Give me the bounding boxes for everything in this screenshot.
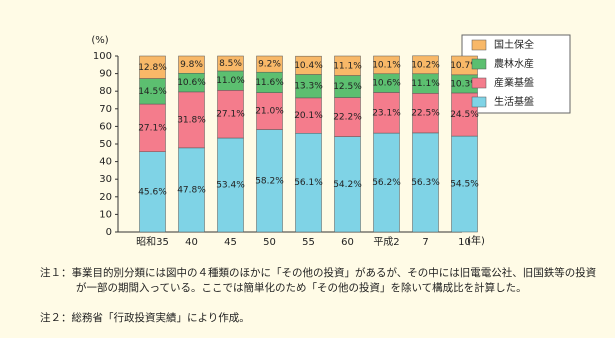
value-label: 12.5% — [333, 82, 362, 92]
value-label: 54.2% — [333, 180, 362, 190]
x-axis-label: (年) — [467, 234, 485, 247]
legend-label: 産業基盤 — [494, 76, 534, 89]
value-label: 10.6% — [177, 78, 206, 88]
bar-segment — [334, 55, 361, 76]
bar-segment — [373, 132, 400, 233]
value-label: 11.1% — [411, 79, 440, 89]
value-label: 47.8% — [177, 185, 206, 195]
value-label: 11.6% — [255, 78, 284, 88]
value-label: 53.4% — [216, 181, 245, 191]
value-label: 56.2% — [372, 178, 401, 188]
bar-segment — [451, 135, 478, 233]
value-label: 12.8% — [138, 63, 167, 73]
y-tick-label: 60 — [99, 121, 112, 132]
bar-segment — [217, 137, 244, 233]
legend-label: 国土保全 — [494, 38, 534, 51]
x-tick-label: 7 — [422, 237, 428, 248]
x-tick-label: 50 — [263, 237, 276, 248]
bar-segment — [139, 103, 166, 152]
x-tick-label: 昭和35 — [136, 236, 169, 248]
value-label: 10.1% — [372, 60, 401, 70]
bar-segment — [217, 90, 244, 139]
bar-segment — [178, 55, 205, 74]
bar-segment — [178, 91, 205, 149]
bar-segment — [412, 132, 439, 233]
value-label: 56.3% — [411, 178, 440, 188]
value-label: 8.5% — [219, 59, 242, 69]
value-label: 58.2% — [255, 176, 284, 186]
x-tick-label: 45 — [224, 237, 237, 248]
note: 注２：総務省「行政投資実績」により作成。 — [40, 312, 250, 324]
bar-segment — [256, 55, 283, 73]
chart: (%) (年) 0 10 20 30 40 50 60 70 80 90 100 昭和35 45.6% 2… — [91, 34, 571, 248]
x-tick-label: 55 — [302, 237, 315, 248]
y-tick-label: 0 — [106, 227, 112, 238]
bar-segment — [295, 133, 322, 233]
value-label: 27.1% — [138, 123, 167, 133]
y-tick-label: 10 — [99, 209, 112, 220]
value-label: 14.5% — [138, 87, 167, 97]
bar-segment — [217, 55, 244, 72]
bar-segment — [334, 136, 361, 233]
value-label: 21.0% — [255, 107, 284, 117]
bar-segment — [373, 55, 400, 75]
value-label: 54.5% — [450, 180, 479, 190]
y-tick-label: 80 — [99, 86, 112, 97]
y-tick-label: 20 — [99, 192, 112, 203]
value-label: 10.3% — [450, 79, 479, 89]
bar-segment — [412, 55, 439, 75]
bar-segment — [139, 78, 166, 105]
value-label: 45.6% — [138, 187, 167, 197]
x-tick-label: 10 — [458, 237, 471, 248]
y-tick-label: 100 — [93, 51, 112, 62]
value-label: 11.0% — [216, 76, 245, 86]
value-label: 9.2% — [258, 60, 281, 70]
value-label: 24.5% — [450, 110, 479, 120]
legend-swatch — [471, 96, 487, 108]
bar-segment — [295, 55, 322, 75]
value-label: 10.7% — [450, 61, 479, 71]
value-label: 22.5% — [411, 109, 440, 119]
y-tick-label: 40 — [99, 157, 112, 168]
legend-swatch — [471, 77, 487, 89]
bar-segment — [295, 97, 322, 134]
value-label: 56.1% — [294, 178, 323, 188]
bar-segment — [334, 97, 361, 137]
value-label: 20.1% — [294, 111, 323, 121]
bar-segment — [139, 55, 166, 79]
value-label: 22.2% — [333, 113, 362, 123]
bar-segment — [373, 92, 400, 134]
note: 注１：事業目的別分類には図中の４種類のほかに「その他の投資」があるが、その中には… — [40, 267, 597, 294]
value-label: 11.1% — [333, 61, 362, 71]
value-label: 9.8% — [180, 60, 203, 70]
legend-label: 生活基盤 — [494, 95, 534, 108]
value-label: 13.3% — [294, 82, 323, 92]
x-tick-label: 平成2 — [373, 236, 399, 248]
y-axis-label: (%) — [91, 35, 108, 46]
y-tick-label: 90 — [99, 69, 112, 80]
legend-label: 農林水産 — [494, 57, 534, 70]
value-label: 23.1% — [372, 108, 401, 118]
value-label: 31.8% — [177, 115, 206, 125]
y-tick-label: 50 — [99, 139, 112, 150]
value-label: 10.6% — [372, 79, 401, 89]
value-label: 27.1% — [216, 110, 245, 120]
y-tick-label: 70 — [99, 104, 112, 115]
bar-segment — [412, 93, 439, 134]
legend-swatch — [471, 58, 487, 70]
value-label: 10.2% — [411, 60, 440, 70]
legend-swatch — [471, 39, 487, 51]
x-tick-label: 40 — [185, 237, 198, 248]
x-tick-label: 60 — [341, 237, 354, 248]
y-tick-label: 30 — [99, 174, 112, 185]
value-label: 10.4% — [294, 61, 323, 71]
